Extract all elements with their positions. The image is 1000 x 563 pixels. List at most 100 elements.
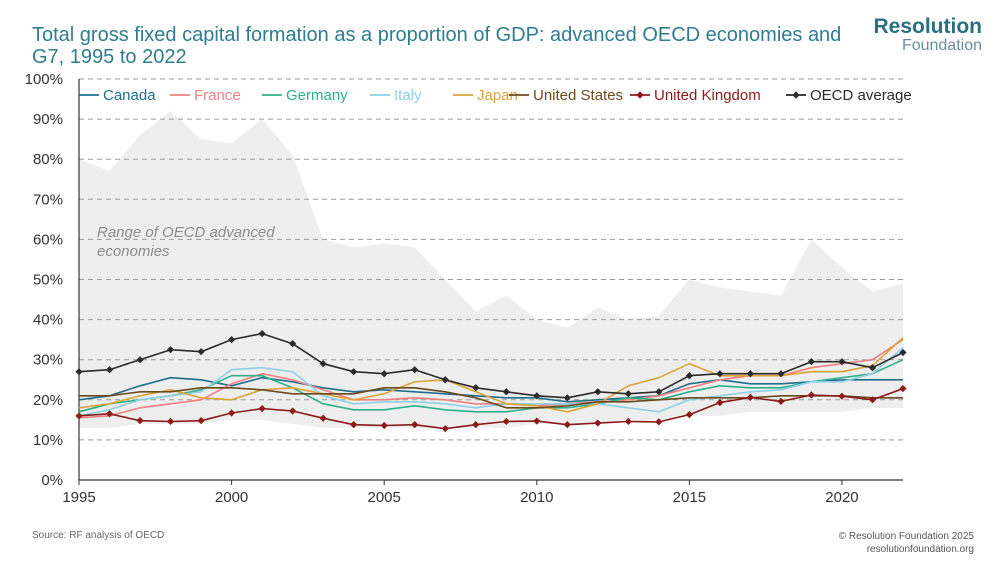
x-tick-label: 2015 xyxy=(673,489,706,506)
logo-line2: Foundation xyxy=(901,37,982,54)
legend-marker-united-kingdom xyxy=(636,91,644,99)
data-point-united-kingdom xyxy=(227,409,236,417)
legend-label-japan: Japan xyxy=(477,87,518,104)
data-point-united-kingdom xyxy=(411,421,419,429)
data-point-oecd-average xyxy=(899,348,907,357)
website-text: resolutionfoundation.org xyxy=(866,544,974,555)
data-point-united-kingdom xyxy=(533,417,541,425)
data-point-oecd-average xyxy=(258,330,266,338)
copyright-text: © Resolution Foundation 2025 xyxy=(838,531,974,542)
data-point-united-kingdom xyxy=(777,397,785,406)
data-point-oecd-average xyxy=(533,392,541,400)
data-point-united-kingdom xyxy=(472,421,480,429)
y-tick-label: 90% xyxy=(33,111,63,128)
range-label-line1: Range of OECD advanced xyxy=(97,224,275,241)
data-point-united-kingdom xyxy=(289,407,297,415)
series-line-united-kingdom xyxy=(78,387,904,430)
y-tick-label: 0% xyxy=(41,472,63,489)
data-point-oecd-average xyxy=(197,348,205,356)
x-tick-label: 1995 xyxy=(62,489,95,506)
data-point-united-kingdom xyxy=(716,399,724,407)
data-point-oecd-average xyxy=(441,376,449,384)
legend-label-italy: Italy xyxy=(394,87,422,104)
data-point-oecd-average xyxy=(807,358,816,366)
range-label-line2: economies xyxy=(97,243,170,260)
data-point-united-kingdom xyxy=(685,411,693,419)
resolution-foundation-logo: Resolution Foundation xyxy=(874,16,983,54)
data-point-oecd-average xyxy=(411,366,419,374)
data-point-oecd-average xyxy=(716,370,724,378)
data-point-oecd-average xyxy=(380,370,388,378)
gridlines xyxy=(79,78,903,441)
legend-label-germany: Germany xyxy=(286,87,348,104)
data-point-united-kingdom xyxy=(136,417,144,425)
data-point-united-kingdom xyxy=(594,419,602,427)
data-point-oecd-average xyxy=(777,370,785,378)
data-point-united-kingdom xyxy=(258,405,266,413)
data-point-united-kingdom xyxy=(807,391,816,399)
data-point-united-kingdom xyxy=(166,417,175,426)
data-point-united-kingdom xyxy=(380,421,388,430)
y-tick-label: 100% xyxy=(25,71,63,88)
data-point-oecd-average xyxy=(868,364,877,372)
data-point-united-kingdom xyxy=(441,425,449,433)
logo-line1: Resolution xyxy=(873,15,983,38)
data-point-oecd-average xyxy=(136,356,144,364)
y-tick-label: 50% xyxy=(33,272,63,289)
data-point-oecd-average xyxy=(105,366,114,374)
x-tick-label: 2000 xyxy=(215,489,248,506)
oecd-range-band xyxy=(79,111,903,428)
data-point-united-kingdom xyxy=(105,410,114,418)
legend-label-united-states: United States xyxy=(533,87,623,104)
legend-marker-oecd-average xyxy=(792,91,800,99)
data-point-oecd-average xyxy=(624,390,632,398)
source-note: Source: RF analysis of OECD xyxy=(32,530,165,541)
data-point-oecd-average xyxy=(563,394,571,402)
data-point-oecd-average xyxy=(685,372,693,380)
data-point-oecd-average xyxy=(289,340,297,348)
y-tick-label: 70% xyxy=(33,191,63,208)
data-point-united-kingdom xyxy=(746,393,755,401)
data-point-united-kingdom xyxy=(655,418,663,426)
data-point-oecd-average xyxy=(166,346,175,354)
y-tick-label: 40% xyxy=(33,312,63,329)
series-line-italy xyxy=(78,347,904,417)
series-line-oecd-average xyxy=(78,332,904,399)
copyright-block: © Resolution Foundation 2025 resolutionf… xyxy=(839,530,974,556)
y-tick-label: 60% xyxy=(33,231,63,248)
data-point-united-kingdom xyxy=(75,412,83,420)
data-point-oecd-average xyxy=(319,360,327,368)
data-point-united-kingdom xyxy=(899,384,907,393)
data-point-oecd-average xyxy=(655,388,663,396)
data-point-oecd-average xyxy=(75,368,83,376)
x-tick-label: 2020 xyxy=(825,489,858,506)
range-layer: Range of OECD advanced economies xyxy=(79,111,903,428)
data-point-oecd-average xyxy=(227,336,236,344)
x-tick-label: 2010 xyxy=(520,489,553,506)
data-point-oecd-average xyxy=(746,370,755,378)
data-point-united-kingdom xyxy=(838,392,846,400)
legend: Canada France Germany Italy Japan United Stat… xyxy=(79,87,912,104)
data-point-united-kingdom xyxy=(197,417,205,425)
series-line-japan xyxy=(78,337,904,413)
chart-title: Total gross fixed capital formation as a… xyxy=(32,24,842,68)
axes: 0% 10% 20% 30% 40% 50% 60% 70% 80% 90% 100% 1995 200… xyxy=(25,71,903,506)
legend-label-france: France xyxy=(194,87,241,104)
legend-label-oecd-average: OECD average xyxy=(810,87,912,104)
y-tick-label: 80% xyxy=(33,151,63,168)
y-tick-label: 10% xyxy=(33,432,63,449)
x-tick-label: 2005 xyxy=(367,489,400,506)
data-point-oecd-average xyxy=(350,368,358,376)
data-point-united-kingdom xyxy=(350,421,358,429)
legend-label-united-kingdom: United Kingdom xyxy=(654,87,761,104)
y-tick-label: 20% xyxy=(33,392,63,409)
series-line-germany xyxy=(78,358,904,413)
series-line-united-states xyxy=(79,387,903,409)
data-point-oecd-average xyxy=(472,384,480,392)
data-point-united-kingdom xyxy=(563,421,571,429)
data-point-oecd-average xyxy=(502,388,510,396)
data-point-united-kingdom xyxy=(868,396,877,404)
y-tick-label: 30% xyxy=(33,352,63,369)
data-point-oecd-average xyxy=(594,388,602,396)
